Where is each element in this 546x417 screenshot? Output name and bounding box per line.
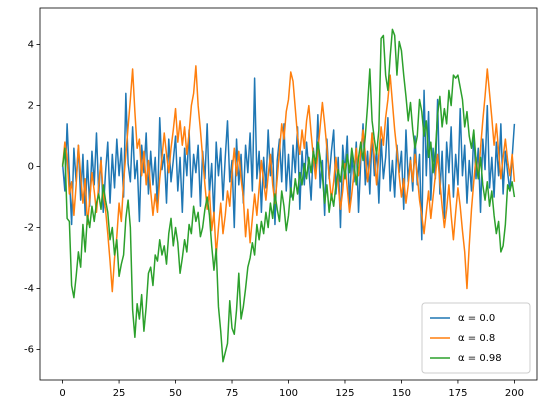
legend-box [421, 302, 531, 374]
x-tick-label: 75 [226, 388, 239, 399]
y-tick-label: 2 [28, 101, 34, 112]
legend-label: α = 0.8 [458, 333, 495, 344]
series-line [61, 77, 516, 241]
x-tick-label: 125 [335, 388, 354, 399]
series-line [61, 65, 516, 293]
axes-frame [39, 7, 538, 381]
y-tick-label: -6 [24, 345, 34, 356]
y-tick-label: 4 [28, 40, 34, 51]
x-tick-label: 150 [392, 388, 411, 399]
x-tick-label: 100 [279, 388, 298, 399]
y-tick-label: -4 [24, 284, 34, 295]
x-tick-label: 25 [113, 388, 126, 399]
y-tick-label: 0 [28, 162, 34, 173]
x-tick-label: 200 [505, 388, 524, 399]
legend-label: α = 0.98 [458, 353, 502, 364]
x-tick-label: 50 [169, 388, 182, 399]
y-tick-label: -2 [24, 223, 34, 234]
series-line [61, 28, 516, 363]
x-tick-label: 175 [448, 388, 467, 399]
x-tick-label: 0 [59, 388, 65, 399]
legend-label: α = 0.0 [458, 313, 495, 324]
